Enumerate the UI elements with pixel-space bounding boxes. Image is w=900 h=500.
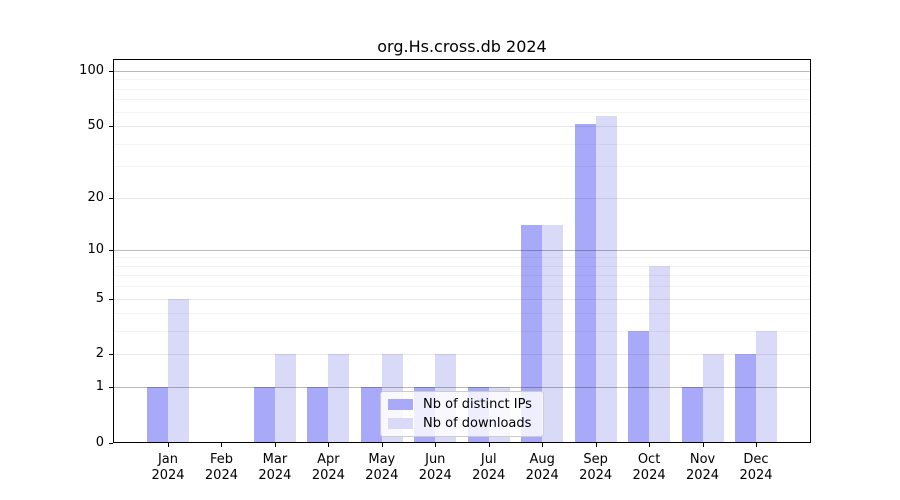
bar-downloads-dec bbox=[756, 331, 777, 443]
gridline-minor-40 bbox=[113, 144, 811, 145]
x-tick-label-jun: Jun 2024 bbox=[418, 452, 452, 483]
x-tick-label-oct: Oct 2024 bbox=[632, 452, 666, 483]
y-tick-label: 2 bbox=[95, 346, 104, 362]
gridline-2 bbox=[113, 354, 811, 355]
gridline-minor-6 bbox=[113, 286, 811, 287]
bar-distinct_ips-may bbox=[360, 387, 382, 443]
legend-entry-downloads: Nb of downloads bbox=[388, 415, 535, 431]
x-tick-label-apr: Apr 2024 bbox=[311, 452, 345, 483]
y-tick-10 bbox=[109, 250, 113, 251]
bar-downloads-nov bbox=[702, 354, 724, 443]
x-tick-aug bbox=[542, 443, 544, 447]
y-tick-label: 10 bbox=[87, 241, 104, 257]
legend-label-distinct-ips: Nb of distinct IPs bbox=[423, 396, 532, 412]
bar-downloads-apr bbox=[328, 354, 350, 443]
y-tick-0 bbox=[109, 443, 113, 444]
gridline-minor-30 bbox=[113, 166, 811, 167]
y-tick-label: 0 bbox=[95, 435, 104, 450]
x-tick-apr bbox=[328, 443, 330, 447]
x-tick-label-aug: Aug 2024 bbox=[525, 452, 559, 483]
bar-downloads-jan bbox=[168, 298, 189, 443]
y-tick-label: 5 bbox=[95, 290, 104, 306]
y-tick-50 bbox=[109, 126, 113, 127]
gridline-5 bbox=[113, 299, 811, 300]
gridline-minor-80 bbox=[113, 89, 811, 90]
gridline-minor-9 bbox=[113, 257, 811, 258]
gridline-100 bbox=[113, 71, 811, 72]
y-tick-20 bbox=[109, 198, 113, 199]
gridline-minor-8 bbox=[113, 266, 811, 267]
gridline-minor-3 bbox=[113, 331, 811, 332]
bar-distinct_ips-sep bbox=[574, 124, 596, 443]
x-tick-label-dec: Dec 2024 bbox=[739, 452, 773, 483]
y-tick-label: 100 bbox=[79, 62, 104, 78]
y-tick-1 bbox=[109, 387, 113, 388]
bar-downloads-oct bbox=[649, 265, 671, 443]
y-tick-100 bbox=[109, 71, 113, 72]
bar-distinct_ips-jan bbox=[147, 387, 168, 443]
bar-distinct_ips-mar bbox=[253, 387, 275, 443]
x-tick-label-nov: Nov 2024 bbox=[685, 452, 720, 483]
x-tick-label-mar: Mar 2024 bbox=[258, 452, 292, 483]
y-tick-label: 50 bbox=[87, 117, 104, 133]
y-tick-5 bbox=[109, 299, 113, 300]
legend-swatch-distinct-ips bbox=[388, 399, 413, 410]
gridline-minor-90 bbox=[113, 79, 811, 80]
bar-distinct_ips-apr bbox=[307, 387, 329, 443]
bar-downloads-sep bbox=[595, 115, 617, 443]
x-tick-jun bbox=[435, 443, 437, 447]
x-tick-oct bbox=[649, 443, 651, 447]
x-tick-sep bbox=[595, 443, 597, 447]
gridline-minor-4 bbox=[113, 313, 811, 314]
bar-downloads-mar bbox=[274, 354, 296, 443]
legend: Nb of distinct IPs Nb of downloads bbox=[380, 391, 544, 437]
x-tick-label-may: May 2024 bbox=[365, 452, 399, 483]
x-tick-jul bbox=[488, 443, 490, 447]
x-tick-dec bbox=[756, 443, 757, 447]
y-tick-label: 1 bbox=[95, 379, 104, 395]
x-tick-nov bbox=[702, 443, 704, 447]
x-tick-feb bbox=[221, 443, 223, 447]
x-tick-label-sep: Sep 2024 bbox=[579, 452, 613, 483]
bar-distinct_ips-aug bbox=[521, 224, 543, 443]
bar-distinct_ips-dec bbox=[735, 354, 756, 443]
legend-entry-distinct-ips: Nb of distinct IPs bbox=[388, 396, 535, 412]
gridline-20 bbox=[113, 198, 811, 199]
bar-distinct_ips-nov bbox=[681, 387, 703, 443]
x-tick-mar bbox=[274, 443, 276, 447]
gridline-10 bbox=[113, 250, 811, 251]
x-tick-label-jul: Jul 2024 bbox=[472, 452, 506, 483]
gridline-50 bbox=[113, 126, 811, 127]
y-tick-2 bbox=[109, 354, 113, 355]
legend-swatch-downloads bbox=[388, 418, 413, 429]
gridline-minor-60 bbox=[113, 112, 811, 113]
x-tick-may bbox=[381, 443, 383, 447]
gridline-1 bbox=[113, 387, 811, 388]
gridline-minor-7 bbox=[113, 275, 811, 276]
x-tick-label-jan: Jan 2024 bbox=[151, 452, 185, 483]
legend-label-downloads: Nb of downloads bbox=[423, 415, 532, 431]
x-tick-label-feb: Feb 2024 bbox=[204, 452, 238, 483]
bar-downloads-aug bbox=[542, 224, 564, 443]
bar-distinct_ips-oct bbox=[628, 331, 650, 443]
x-tick-jan bbox=[168, 443, 169, 447]
gridline-minor-70 bbox=[113, 99, 811, 100]
y-tick-label: 20 bbox=[87, 189, 104, 205]
chart-title: org.Hs.cross.db 2024 bbox=[377, 37, 547, 56]
